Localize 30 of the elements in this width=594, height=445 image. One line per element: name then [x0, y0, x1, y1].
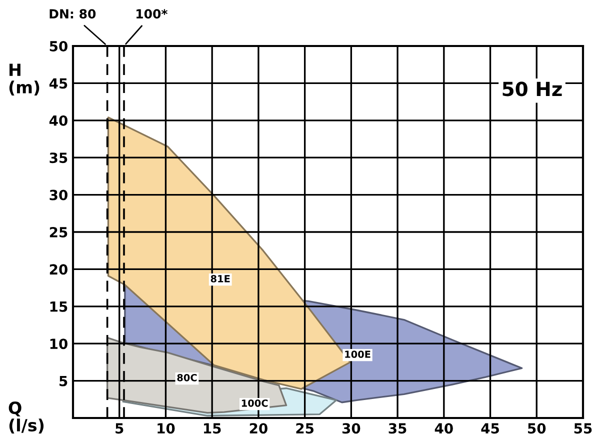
y-tick-label: 45	[49, 78, 68, 89]
x-tick-label: 5	[116, 423, 124, 434]
x-tick-label: 20	[250, 423, 268, 434]
y-tick-label: 40	[49, 115, 68, 126]
x-tick-label: 55	[574, 423, 592, 434]
x-axis-title: Q (l/s)	[8, 402, 44, 434]
annotation: DN: 80	[50, 9, 96, 19]
annotation: 100*	[136, 9, 168, 19]
y-tick-label: 10	[50, 338, 68, 350]
y-tick-label: 15	[50, 302, 68, 312]
y-tick-label: 30	[50, 190, 68, 200]
x-tick-label: 50	[528, 423, 546, 434]
y-tick-label: 5	[60, 376, 68, 386]
series-label: 80C	[177, 374, 197, 382]
y-axis-title: H (m)	[9, 64, 40, 96]
y-tick-label: 20	[50, 264, 68, 275]
y-tick-label: 35	[50, 152, 68, 164]
x-tick-label: 40	[434, 423, 453, 434]
x-tick-label: 25	[296, 423, 314, 434]
y-tick-label: 50	[50, 40, 68, 52]
x-tick-label: 30	[342, 423, 360, 434]
x-tick-label: 10	[158, 423, 175, 434]
x-tick-label: 15	[204, 423, 221, 434]
y-tick-label: 25	[50, 226, 68, 238]
x-tick-label: 45	[481, 423, 499, 434]
series-label: 100E	[345, 350, 370, 358]
series-label: 81E	[210, 275, 230, 282]
x-tick-label: 35	[388, 423, 406, 434]
annotation: 50 Hz	[502, 82, 562, 96]
series-label: 100C	[242, 399, 268, 407]
